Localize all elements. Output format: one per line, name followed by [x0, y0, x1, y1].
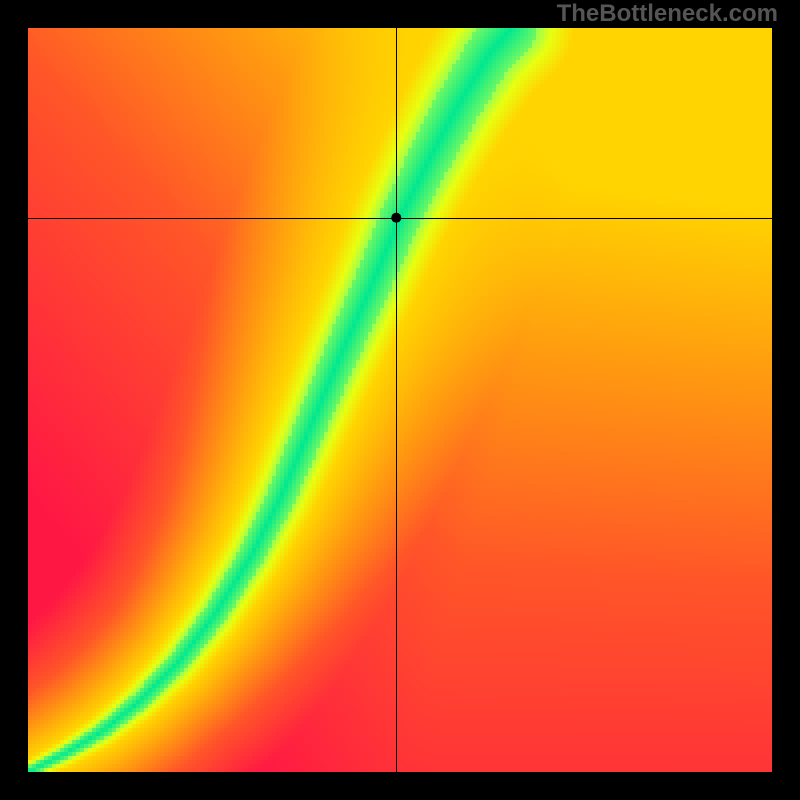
- watermark-text: TheBottleneck.com: [557, 0, 778, 28]
- bottleneck-heatmap: [0, 0, 800, 800]
